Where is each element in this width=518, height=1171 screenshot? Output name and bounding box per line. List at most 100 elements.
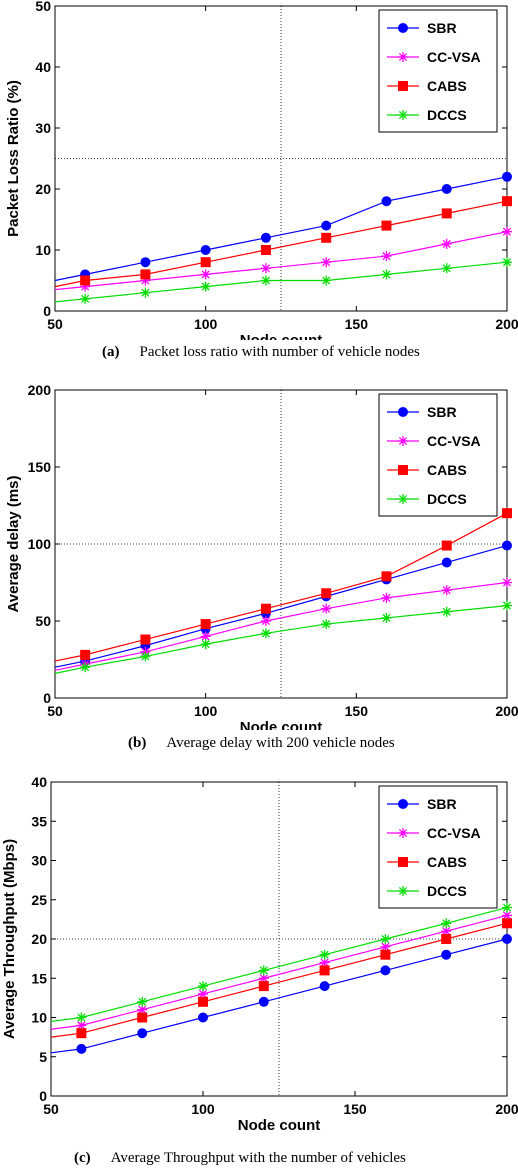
chart-b-ytick-label: 150 <box>28 459 52 475</box>
chart-c-point-dccs <box>137 996 148 1007</box>
caption-b-label: (b) <box>128 735 147 751</box>
chart-a-point-sbr <box>321 220 332 231</box>
chart-b-xtick-label: 100 <box>194 703 218 719</box>
chart-c-point-sbr <box>502 934 512 944</box>
chart-a-point-dccs <box>381 269 392 280</box>
chart-b-point-sbr <box>441 557 452 568</box>
chart-a-point-cabs <box>80 275 91 286</box>
chart-b-xtick-label: 150 <box>345 703 369 719</box>
chart-a-legend-marker-dccs <box>398 110 408 120</box>
chart-b-point-dccs <box>381 612 392 623</box>
chart-c-average-throughput: 50 100 150 200 0 5 10 15 20 25 30 35 40 Node count Ave… <box>1 774 518 1130</box>
chart-b-point-cc-vsa <box>321 603 332 614</box>
chart-c-point-cabs <box>502 918 512 929</box>
chart-b-point-cabs <box>441 540 452 551</box>
chart-a-legend-label-cc-vsa: CC-VSA <box>427 49 481 65</box>
chart-b-ytick-label: 100 <box>28 536 52 552</box>
chart-a-point-cabs <box>441 208 452 219</box>
chart-a-ytick-label: 30 <box>35 120 51 136</box>
chart-a-point-cc-vsa <box>321 257 332 268</box>
chart-c-ytick-label: 15 <box>31 970 47 986</box>
chart-c-point-cc-vsa <box>198 988 208 999</box>
chart-a-ytick-label: 0 <box>43 303 51 319</box>
chart-b-ytick-label: 0 <box>43 690 51 706</box>
chart-a-point-cabs <box>260 245 271 255</box>
chart-c-point-sbr <box>441 949 452 960</box>
caption-c: (c) Average Throughput with the number of… <box>74 1150 518 1167</box>
chart-c-ytick-label: 25 <box>31 892 47 908</box>
chart-b-ytick-label: 200 <box>28 382 52 398</box>
chart-a-legend-marker-sbr <box>398 23 408 33</box>
chart-c-legend-marker-sbr <box>398 799 408 809</box>
chart-c-ytick-label: 5 <box>39 1049 47 1065</box>
chart-a-point-sbr <box>200 245 211 255</box>
caption-b-text: Average delay with 200 vehicle nodes <box>166 735 395 751</box>
chart-c-legend-marker-cabs <box>398 857 408 867</box>
chart-b-legend-label-sbr: SBR <box>427 404 457 420</box>
chart-c-point-sbr <box>137 1028 148 1039</box>
chart-a-point-cc-vsa <box>502 226 512 237</box>
caption-a-text: Packet loss ratio with number of vehicle… <box>139 344 420 360</box>
chart-c-xlabel: Node count <box>238 1117 321 1130</box>
chart-c-point-dccs <box>319 949 330 960</box>
chart-c-point-cabs <box>441 934 452 944</box>
chart-a-xtick-label: 150 <box>345 316 369 332</box>
chart-a-xlabel: Node count <box>240 332 323 340</box>
chart-c-point-cc-vsa <box>502 910 512 921</box>
chart-b-ytick-label: 50 <box>35 613 51 629</box>
chart-b-point-dccs <box>441 606 452 617</box>
chart-c-point-dccs <box>441 918 452 929</box>
chart-a-point-dccs <box>80 293 91 304</box>
chart-c-point-sbr <box>319 981 330 992</box>
chart-b-point-dccs <box>200 639 211 650</box>
chart-b-legend-label-cabs: CABS <box>427 462 467 478</box>
chart-b-xtick-label: 200 <box>495 703 518 719</box>
chart-c-ytick-label: 10 <box>31 1010 47 1026</box>
chart-a-legend-label-dccs: DCCS <box>427 107 467 123</box>
chart-b-point-cabs <box>140 634 151 645</box>
chart-a-point-dccs <box>321 275 332 286</box>
chart-b-point-cc-vsa <box>200 631 211 642</box>
chart-c-point-cc-vsa <box>137 1004 148 1015</box>
chart-a-point-cabs <box>381 220 392 231</box>
chart-c-point-cc-vsa <box>319 957 330 968</box>
chart-a-xtick-label: 200 <box>495 316 518 332</box>
chart-c-point-cc-vsa <box>441 926 452 937</box>
chart-c-point-cc-vsa <box>258 973 269 984</box>
chart-c-ytick-label: 35 <box>31 813 47 829</box>
chart-c-ytick-label: 0 <box>39 1088 47 1104</box>
chart-b-legend-marker-cc-vsa <box>398 436 408 446</box>
chart-b-point-cc-vsa <box>502 577 512 588</box>
chart-c-point-dccs <box>76 1012 87 1023</box>
chart-a-xtick-label: 100 <box>194 316 218 332</box>
chart-c-legend-label-cabs: CABS <box>427 854 467 870</box>
chart-a-legend-marker-cabs <box>398 81 408 91</box>
chart-a-point-dccs <box>200 281 211 292</box>
chart-a-ytick-label: 10 <box>35 242 51 258</box>
chart-a-ylabel: Packet Loss Ratio (%) <box>5 80 22 237</box>
chart-a-ytick-label: 50 <box>35 0 51 14</box>
chart-b-point-sbr <box>502 540 512 551</box>
chart-a-point-sbr <box>140 257 151 268</box>
chart-c-xtick-label: 50 <box>43 1101 59 1117</box>
chart-b-xtick-label: 50 <box>47 703 63 719</box>
chart-b-point-dccs <box>140 651 151 662</box>
chart-c-point-sbr <box>198 1012 208 1023</box>
chart-c-point-cabs <box>258 981 269 992</box>
caption-c-label: (c) <box>74 1150 91 1166</box>
chart-c-ytick-label: 20 <box>31 931 47 947</box>
caption-a: (a) Packet loss ratio with number of vehi… <box>102 344 518 361</box>
chart-a-point-cabs <box>140 269 151 280</box>
chart-c-point-sbr <box>76 1043 87 1054</box>
chart-a-legend-label-cabs: CABS <box>427 78 467 94</box>
chart-c-point-dccs <box>380 934 391 944</box>
chart-c-point-cc-vsa <box>76 1020 87 1031</box>
caption-c-text: Average Throughput with the number of ve… <box>110 1150 406 1166</box>
chart-a-point-sbr <box>502 171 512 182</box>
chart-a-point-cabs <box>502 196 512 207</box>
chart-c-point-cabs <box>76 1028 87 1039</box>
chart-a-packet-loss: 50 100 150 200 0 10 20 30 40 50 Node count Packet L… <box>5 0 518 340</box>
chart-c-point-cabs <box>319 965 330 976</box>
chart-a-xtick-label: 50 <box>47 316 63 332</box>
